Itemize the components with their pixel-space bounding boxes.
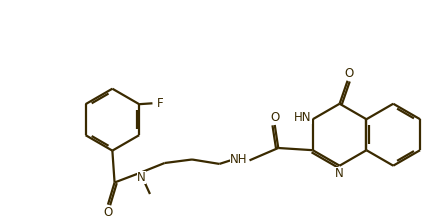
Text: F: F <box>157 97 164 110</box>
Text: O: O <box>270 111 279 124</box>
Text: O: O <box>103 206 113 219</box>
Text: HN: HN <box>294 110 312 123</box>
Text: N: N <box>335 167 344 180</box>
Text: NH: NH <box>230 153 247 166</box>
Text: N: N <box>137 171 145 184</box>
Text: O: O <box>345 67 354 80</box>
